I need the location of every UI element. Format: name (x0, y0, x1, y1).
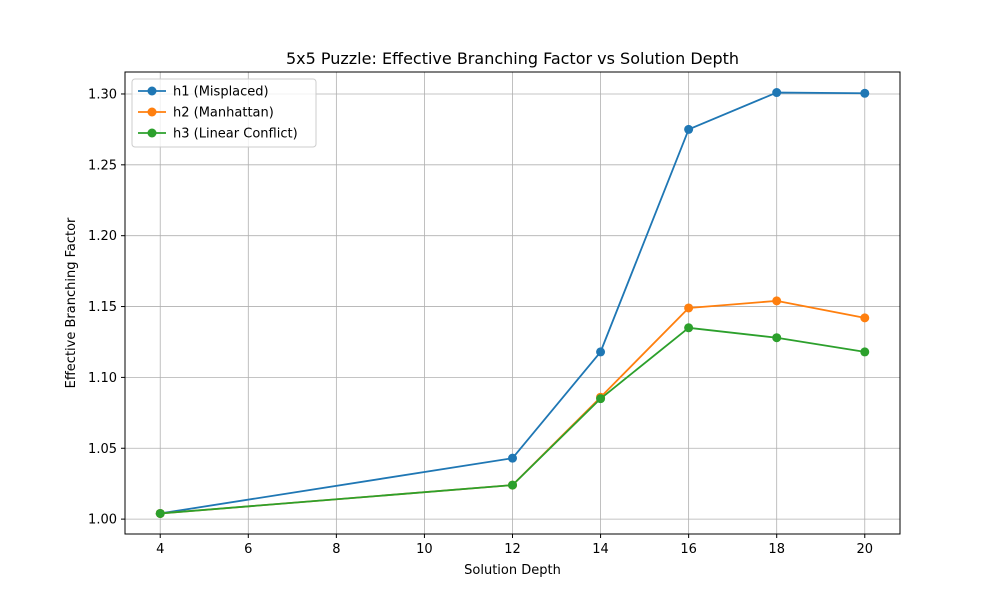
legend-box (131, 78, 317, 148)
legend-marker (147, 107, 157, 117)
data-point (772, 333, 782, 343)
data-point (596, 347, 606, 357)
data-point (860, 88, 870, 98)
x-tick-label: 16 (680, 542, 697, 557)
y-tick-label: 1.25 (88, 158, 117, 173)
y-tick-label: 1.00 (88, 513, 117, 528)
y-axis-label: Effective Branching Factor (64, 217, 79, 388)
data-point (860, 313, 870, 323)
x-tick-label: 6 (244, 542, 252, 557)
y-tick-label: 1.15 (88, 300, 117, 315)
y-tick-label: 1.20 (88, 229, 117, 244)
x-tick-label: 8 (332, 542, 340, 557)
data-point (772, 296, 782, 306)
series-layer (155, 88, 870, 518)
grid (125, 72, 900, 534)
legend-marker (147, 128, 157, 138)
x-tick-label: 10 (416, 542, 433, 557)
series-3 (155, 323, 870, 518)
legend-label: h1 (Misplaced) (173, 85, 269, 100)
legend-label: h2 (Manhattan) (173, 106, 274, 121)
data-point (684, 323, 694, 333)
data-point (155, 508, 165, 518)
legend-label: h3 (Linear Conflict) (173, 127, 298, 142)
legend-item: h1 (Misplaced) (138, 85, 269, 100)
data-point (772, 88, 782, 98)
data-point (684, 303, 694, 313)
x-tick-label: 18 (768, 542, 785, 557)
x-tick-label: 14 (592, 542, 609, 557)
x-axis-label: Solution Depth (464, 563, 561, 578)
x-tick-label: 20 (856, 542, 873, 557)
legend-item: h3 (Linear Conflict) (138, 127, 298, 142)
data-point (860, 347, 870, 357)
series-line (160, 91, 865, 515)
y-tick-label: 1.10 (88, 371, 117, 386)
legend: h1 (Misplaced) h2 (Manhattan) h3 (Linear C… (131, 78, 317, 148)
chart-title: 5x5 Puzzle: Effective Branching Factor v… (286, 49, 739, 68)
ticks: 4 6 8 10 12 14 16 18 20 1.00 1.05 1.10 1.15 1.20 1.25 1… (88, 87, 873, 557)
data-point (596, 394, 606, 404)
x-tick-label: 12 (504, 542, 521, 557)
x-tick-label: 4 (156, 542, 164, 557)
legend-marker (147, 86, 157, 96)
legend-item: h2 (Manhattan) (138, 106, 274, 121)
y-tick-label: 1.05 (88, 442, 117, 457)
data-point (684, 124, 694, 134)
data-point (508, 480, 517, 490)
series-line (160, 326, 865, 515)
y-tick-label: 1.30 (88, 87, 117, 102)
data-point (508, 453, 517, 463)
